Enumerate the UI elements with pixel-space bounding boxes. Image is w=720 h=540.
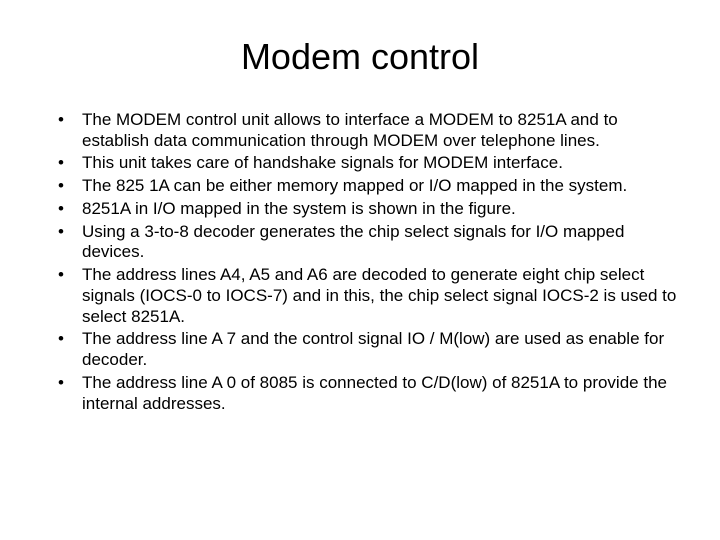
bullet-item: The 825 1A can be either memory mapped o… [58, 176, 680, 197]
bullet-item: This unit takes care of handshake signal… [58, 153, 680, 174]
bullet-item: Using a 3-to-8 decoder generates the chi… [58, 222, 680, 263]
bullet-list: The MODEM control unit allows to interfa… [40, 110, 680, 414]
bullet-item: The address lines A4, A5 and A6 are deco… [58, 265, 680, 327]
bullet-item: 8251A in I/O mapped in the system is sho… [58, 199, 680, 220]
bullet-item: The address line A 0 of 8085 is connecte… [58, 373, 680, 414]
bullet-item: The address line A 7 and the control sig… [58, 329, 680, 370]
slide-title: Modem control [40, 36, 680, 78]
bullet-item: The MODEM control unit allows to interfa… [58, 110, 680, 151]
